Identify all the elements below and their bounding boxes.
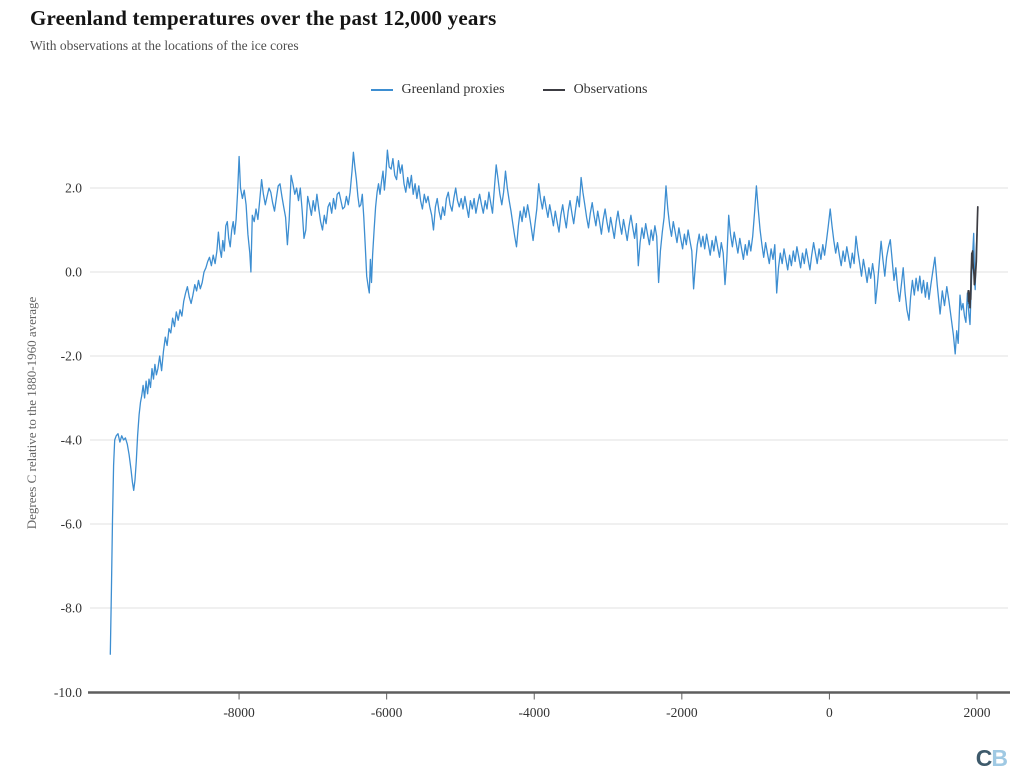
x-tick-label--8000: -8000 xyxy=(223,705,255,720)
x-tick-label-0: 0 xyxy=(826,705,833,720)
page-title: Greenland temperatures over the past 12,… xyxy=(30,6,497,30)
x-tick-label--4000: -4000 xyxy=(518,705,550,720)
logo-letter-c: C xyxy=(975,745,993,771)
legend-item-observations[interactable]: Observations xyxy=(542,82,648,98)
proxies-line xyxy=(109,149,978,655)
observations-line xyxy=(967,206,979,309)
x-tick-label--2000: -2000 xyxy=(666,705,698,720)
y-tick-label--6: -6.0 xyxy=(61,517,83,532)
y-axis-title: Degrees C relative to the 1880-1960 aver… xyxy=(24,297,39,530)
legend: Greenland proxies Observations xyxy=(0,82,1018,98)
legend-label-observations: Observations xyxy=(573,82,648,97)
carbon-brief-logo: CB xyxy=(975,745,1008,772)
y-tick-label--4: -4.0 xyxy=(61,433,83,448)
y-tick-label--10: -10.0 xyxy=(54,685,82,700)
x-tick-label--6000: -6000 xyxy=(371,705,403,720)
y-tick-label-2: 2.0 xyxy=(65,181,82,196)
y-tick-label--2: -2.0 xyxy=(61,349,83,364)
y-tick-label--8: -8.0 xyxy=(61,601,83,616)
legend-item-greenland-proxies[interactable]: Greenland proxies xyxy=(370,82,505,98)
page-subtitle: With observations at the locations of th… xyxy=(30,38,299,53)
logo-letter-b: B xyxy=(991,745,1008,771)
observations-line-swatch-icon xyxy=(542,89,565,91)
legend-label-proxies: Greenland proxies xyxy=(401,82,505,97)
proxies-line-swatch-icon xyxy=(370,89,393,91)
x-tick-label-2000: 2000 xyxy=(964,705,991,720)
y-tick-label-0: 0.0 xyxy=(65,265,82,280)
